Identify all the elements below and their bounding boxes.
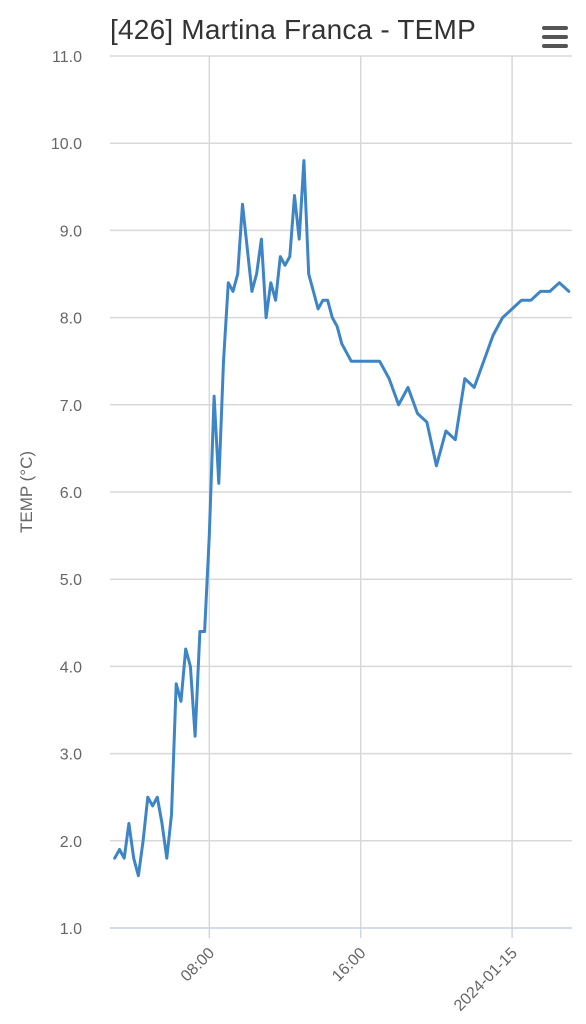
- y-tick-label: 9.0: [60, 223, 82, 240]
- x-tick-label: 08:00: [178, 945, 218, 985]
- y-tick-label: 3.0: [60, 747, 82, 764]
- y-tick-label: 5.0: [60, 572, 82, 589]
- y-tick-label: 8.0: [60, 311, 82, 328]
- y-tick-label: 4.0: [60, 659, 82, 676]
- chart-grid: [110, 55, 572, 938]
- y-axis-label: TEMP (°C): [17, 451, 36, 533]
- y-tick-label: 10.0: [51, 136, 82, 153]
- x-tick-label: 16:00: [329, 945, 369, 985]
- y-axis-ticks: 1.0 2.0 3.0 4.0 5.0 6.0 7.0 8.0 9.0 10.0 11.0: [51, 49, 82, 938]
- y-tick-label: 2.0: [60, 834, 82, 851]
- y-tick-label: 1.0: [60, 921, 82, 938]
- x-tick-label: 2024-01-15: [451, 945, 521, 1015]
- y-tick-label: 6.0: [60, 485, 82, 502]
- hamburger-menu-icon[interactable]: [538, 24, 572, 52]
- chart-title: [426] Martina Franca - TEMP: [110, 14, 476, 45]
- x-axis-ticks: 08:00 16:00 2024-01-15: [178, 945, 521, 1015]
- y-tick-label: 7.0: [60, 398, 82, 415]
- series-line-temp: [113, 159, 571, 878]
- y-tick-label: 11.0: [52, 49, 82, 66]
